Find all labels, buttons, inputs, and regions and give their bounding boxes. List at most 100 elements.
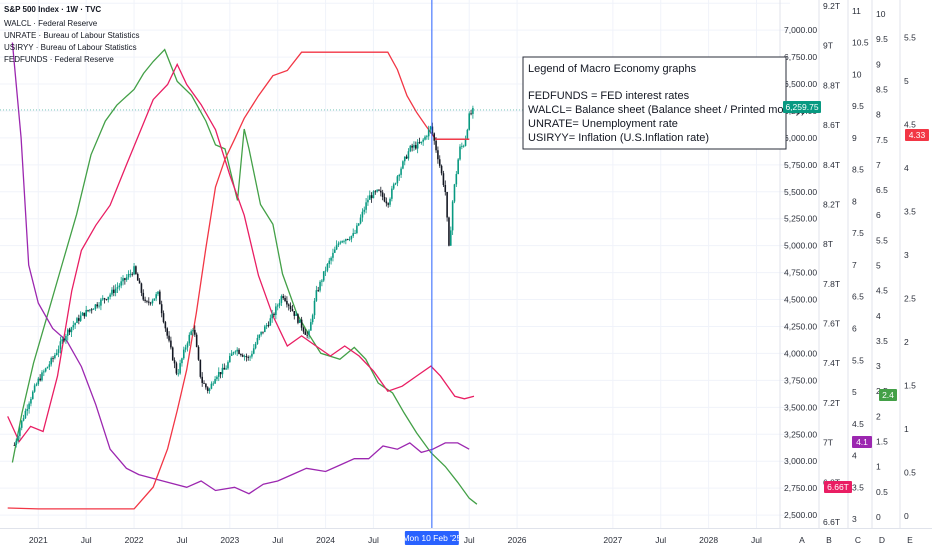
spx-candle bbox=[70, 327, 73, 333]
spx-candle bbox=[273, 313, 275, 315]
series-layer bbox=[7, 42, 478, 510]
spx-candle bbox=[413, 145, 415, 148]
spx-candle bbox=[295, 314, 297, 316]
spx-candle bbox=[392, 184, 395, 189]
spx-candle bbox=[286, 300, 288, 305]
spx-candle bbox=[22, 418, 25, 421]
x-tick-label-11: 2027 bbox=[603, 535, 622, 545]
spx-candle bbox=[424, 136, 426, 140]
axis-B-tick-12: 9T bbox=[823, 41, 833, 51]
axis-D-tick-18: 9 bbox=[876, 59, 881, 69]
badge-unrate-bg bbox=[852, 436, 872, 448]
badge-walcl-value: 6.66T bbox=[827, 482, 849, 492]
spx-candle bbox=[81, 312, 84, 316]
axis-C-tick-0: 3 bbox=[852, 514, 857, 524]
spx-candle bbox=[339, 242, 342, 244]
series-line-unrate bbox=[11, 42, 470, 495]
spx-candle bbox=[96, 304, 99, 307]
spx-candle bbox=[140, 283, 143, 293]
spx-candle bbox=[306, 334, 308, 336]
spx-candle bbox=[333, 249, 336, 253]
spx-candle bbox=[427, 129, 430, 137]
x-tick-label-13: 2028 bbox=[699, 535, 718, 545]
spx-candle bbox=[298, 319, 301, 323]
legend-box-title: Legend of Macro Economy graphs bbox=[528, 63, 697, 75]
spx-candle bbox=[394, 183, 397, 185]
series-label-unrate[interactable]: UNRATE · Bureau of Labour Statistics bbox=[4, 31, 139, 40]
x-tick-label-14: Jul bbox=[751, 535, 762, 545]
spx-candle bbox=[168, 335, 170, 341]
spx-candle bbox=[328, 260, 331, 264]
spx-candle bbox=[269, 318, 272, 326]
spx-candle bbox=[208, 388, 211, 391]
spx-candle bbox=[57, 349, 60, 353]
spx-candle bbox=[243, 356, 246, 357]
legend-box-frame bbox=[522, 56, 787, 150]
spx-candle bbox=[41, 372, 43, 381]
spx-candle bbox=[54, 354, 56, 359]
spx-candle bbox=[291, 308, 294, 312]
spx-candle bbox=[422, 139, 424, 142]
spx-candle bbox=[65, 335, 67, 341]
spx-candle bbox=[87, 309, 89, 311]
badge-usiryy: 2.4 bbox=[879, 389, 897, 401]
axis-D-tick-13: 6.5 bbox=[876, 185, 888, 195]
legend-box-line-usiryy: USIRYY= Inflation (U.S.Inflation rate) bbox=[528, 132, 709, 144]
axis-D-tick-3: 1.5 bbox=[876, 437, 888, 447]
legend-box-line-fedfunds: FEDFUNDS = FED interest rates bbox=[528, 90, 690, 102]
legend-box[interactable]: Legend of Macro Economy graphs FEDFUNDS … bbox=[522, 56, 805, 150]
spx-candle bbox=[300, 319, 303, 328]
spx-candle bbox=[405, 156, 408, 159]
axis-A-tick-17: 6,750.00 bbox=[784, 52, 817, 62]
spx-candle bbox=[46, 366, 49, 369]
spx-candle bbox=[133, 266, 135, 275]
scale-label-E: E bbox=[907, 535, 913, 545]
series-label-walcl[interactable]: WALCL · Federal Reserve bbox=[4, 19, 98, 28]
spx-candle bbox=[114, 288, 117, 293]
spx-candle bbox=[107, 296, 110, 300]
badge-walcl-bg bbox=[824, 481, 852, 493]
spx-candle bbox=[24, 410, 27, 419]
series-label-fedfunds[interactable]: FEDFUNDS · Federal Reserve bbox=[4, 55, 114, 64]
badge-spx-value: 6,259.75 bbox=[785, 102, 818, 112]
spx-candle bbox=[43, 371, 45, 373]
spx-candle bbox=[221, 367, 224, 375]
spx-candle bbox=[164, 322, 167, 329]
spx-candles bbox=[13, 105, 474, 448]
spx-candle bbox=[376, 189, 378, 192]
axis-B-tick-13: 9.2T bbox=[823, 1, 840, 11]
spx-candle bbox=[453, 184, 456, 202]
axis-E-tick-1: 0.5 bbox=[904, 467, 916, 477]
x-tick-label-2: 2022 bbox=[125, 535, 144, 545]
chart-header: S&P 500 Index · 1W · TVC WALCL · Federal… bbox=[4, 5, 139, 64]
spx-candle bbox=[437, 150, 439, 160]
spx-candle bbox=[33, 385, 36, 392]
spx-candle bbox=[238, 349, 240, 355]
spx-candle bbox=[260, 331, 262, 335]
spx-candle bbox=[317, 290, 320, 291]
spx-candle bbox=[153, 298, 156, 301]
spx-candle bbox=[462, 145, 465, 147]
spx-candle bbox=[15, 440, 18, 446]
spx-candle bbox=[420, 141, 423, 144]
axis-C-tick-16: 11 bbox=[852, 6, 861, 16]
spx-candle bbox=[214, 379, 216, 384]
spx-candle bbox=[192, 329, 194, 332]
spx-candle bbox=[363, 209, 366, 212]
spx-candle bbox=[125, 277, 128, 280]
spx-candle bbox=[173, 360, 176, 364]
spx-candle bbox=[26, 408, 29, 411]
spx-candle bbox=[368, 195, 371, 200]
x-tick-label-6: 2024 bbox=[316, 535, 335, 545]
spx-candle bbox=[39, 378, 41, 381]
spx-candle bbox=[52, 358, 54, 359]
spx-candle bbox=[365, 202, 367, 210]
spx-candle bbox=[44, 368, 47, 372]
spx-candle bbox=[308, 330, 310, 335]
spx-candle bbox=[19, 427, 21, 436]
series-label-usiryy[interactable]: USIRYY · Bureau of Labour Statistics bbox=[4, 43, 137, 52]
spx-candle bbox=[188, 334, 191, 344]
spx-candle bbox=[398, 174, 401, 177]
